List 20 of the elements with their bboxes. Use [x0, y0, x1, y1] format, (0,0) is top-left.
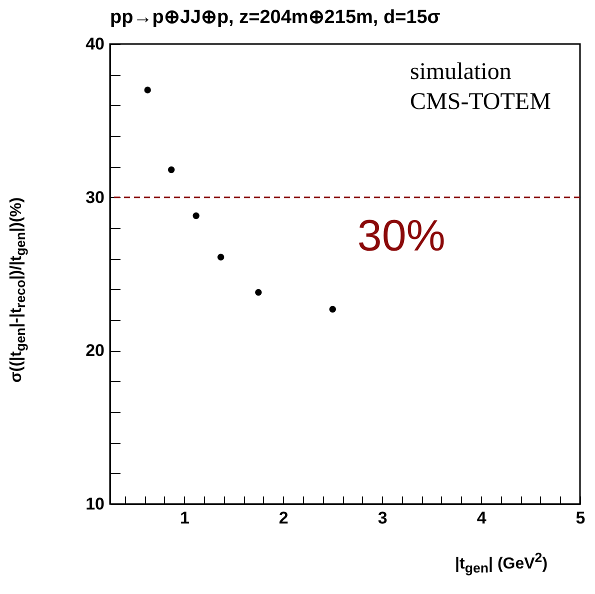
point	[168, 166, 175, 174]
y-tick-label: 40	[86, 34, 104, 54]
point	[329, 306, 336, 313]
y-tick-label: 20	[86, 341, 104, 360]
x-axis-title: |t$_{gen}$| (GeV$^{2}$)	[455, 550, 548, 576]
point	[192, 212, 200, 220]
x-tick-label: 4	[476, 508, 487, 528]
y-tick-label: 10	[86, 494, 104, 514]
chart-title: pp→p⊕JJ⊕p, z=204m⊕215m, d=15σ	[110, 7, 440, 28]
x-tick-label: 1	[180, 508, 190, 528]
x-tick-label: 5	[576, 508, 586, 528]
annotation: simulation	[410, 59, 512, 85]
y-tick-label: 30	[86, 188, 104, 207]
point	[144, 86, 151, 94]
ref-line-label: 30%	[357, 211, 446, 260]
point	[255, 289, 262, 296]
point	[217, 254, 224, 260]
x-tick-label: 3	[378, 508, 388, 528]
annotation: CMS-TOTEM	[410, 89, 551, 115]
x-tick-label: 2	[278, 508, 288, 528]
